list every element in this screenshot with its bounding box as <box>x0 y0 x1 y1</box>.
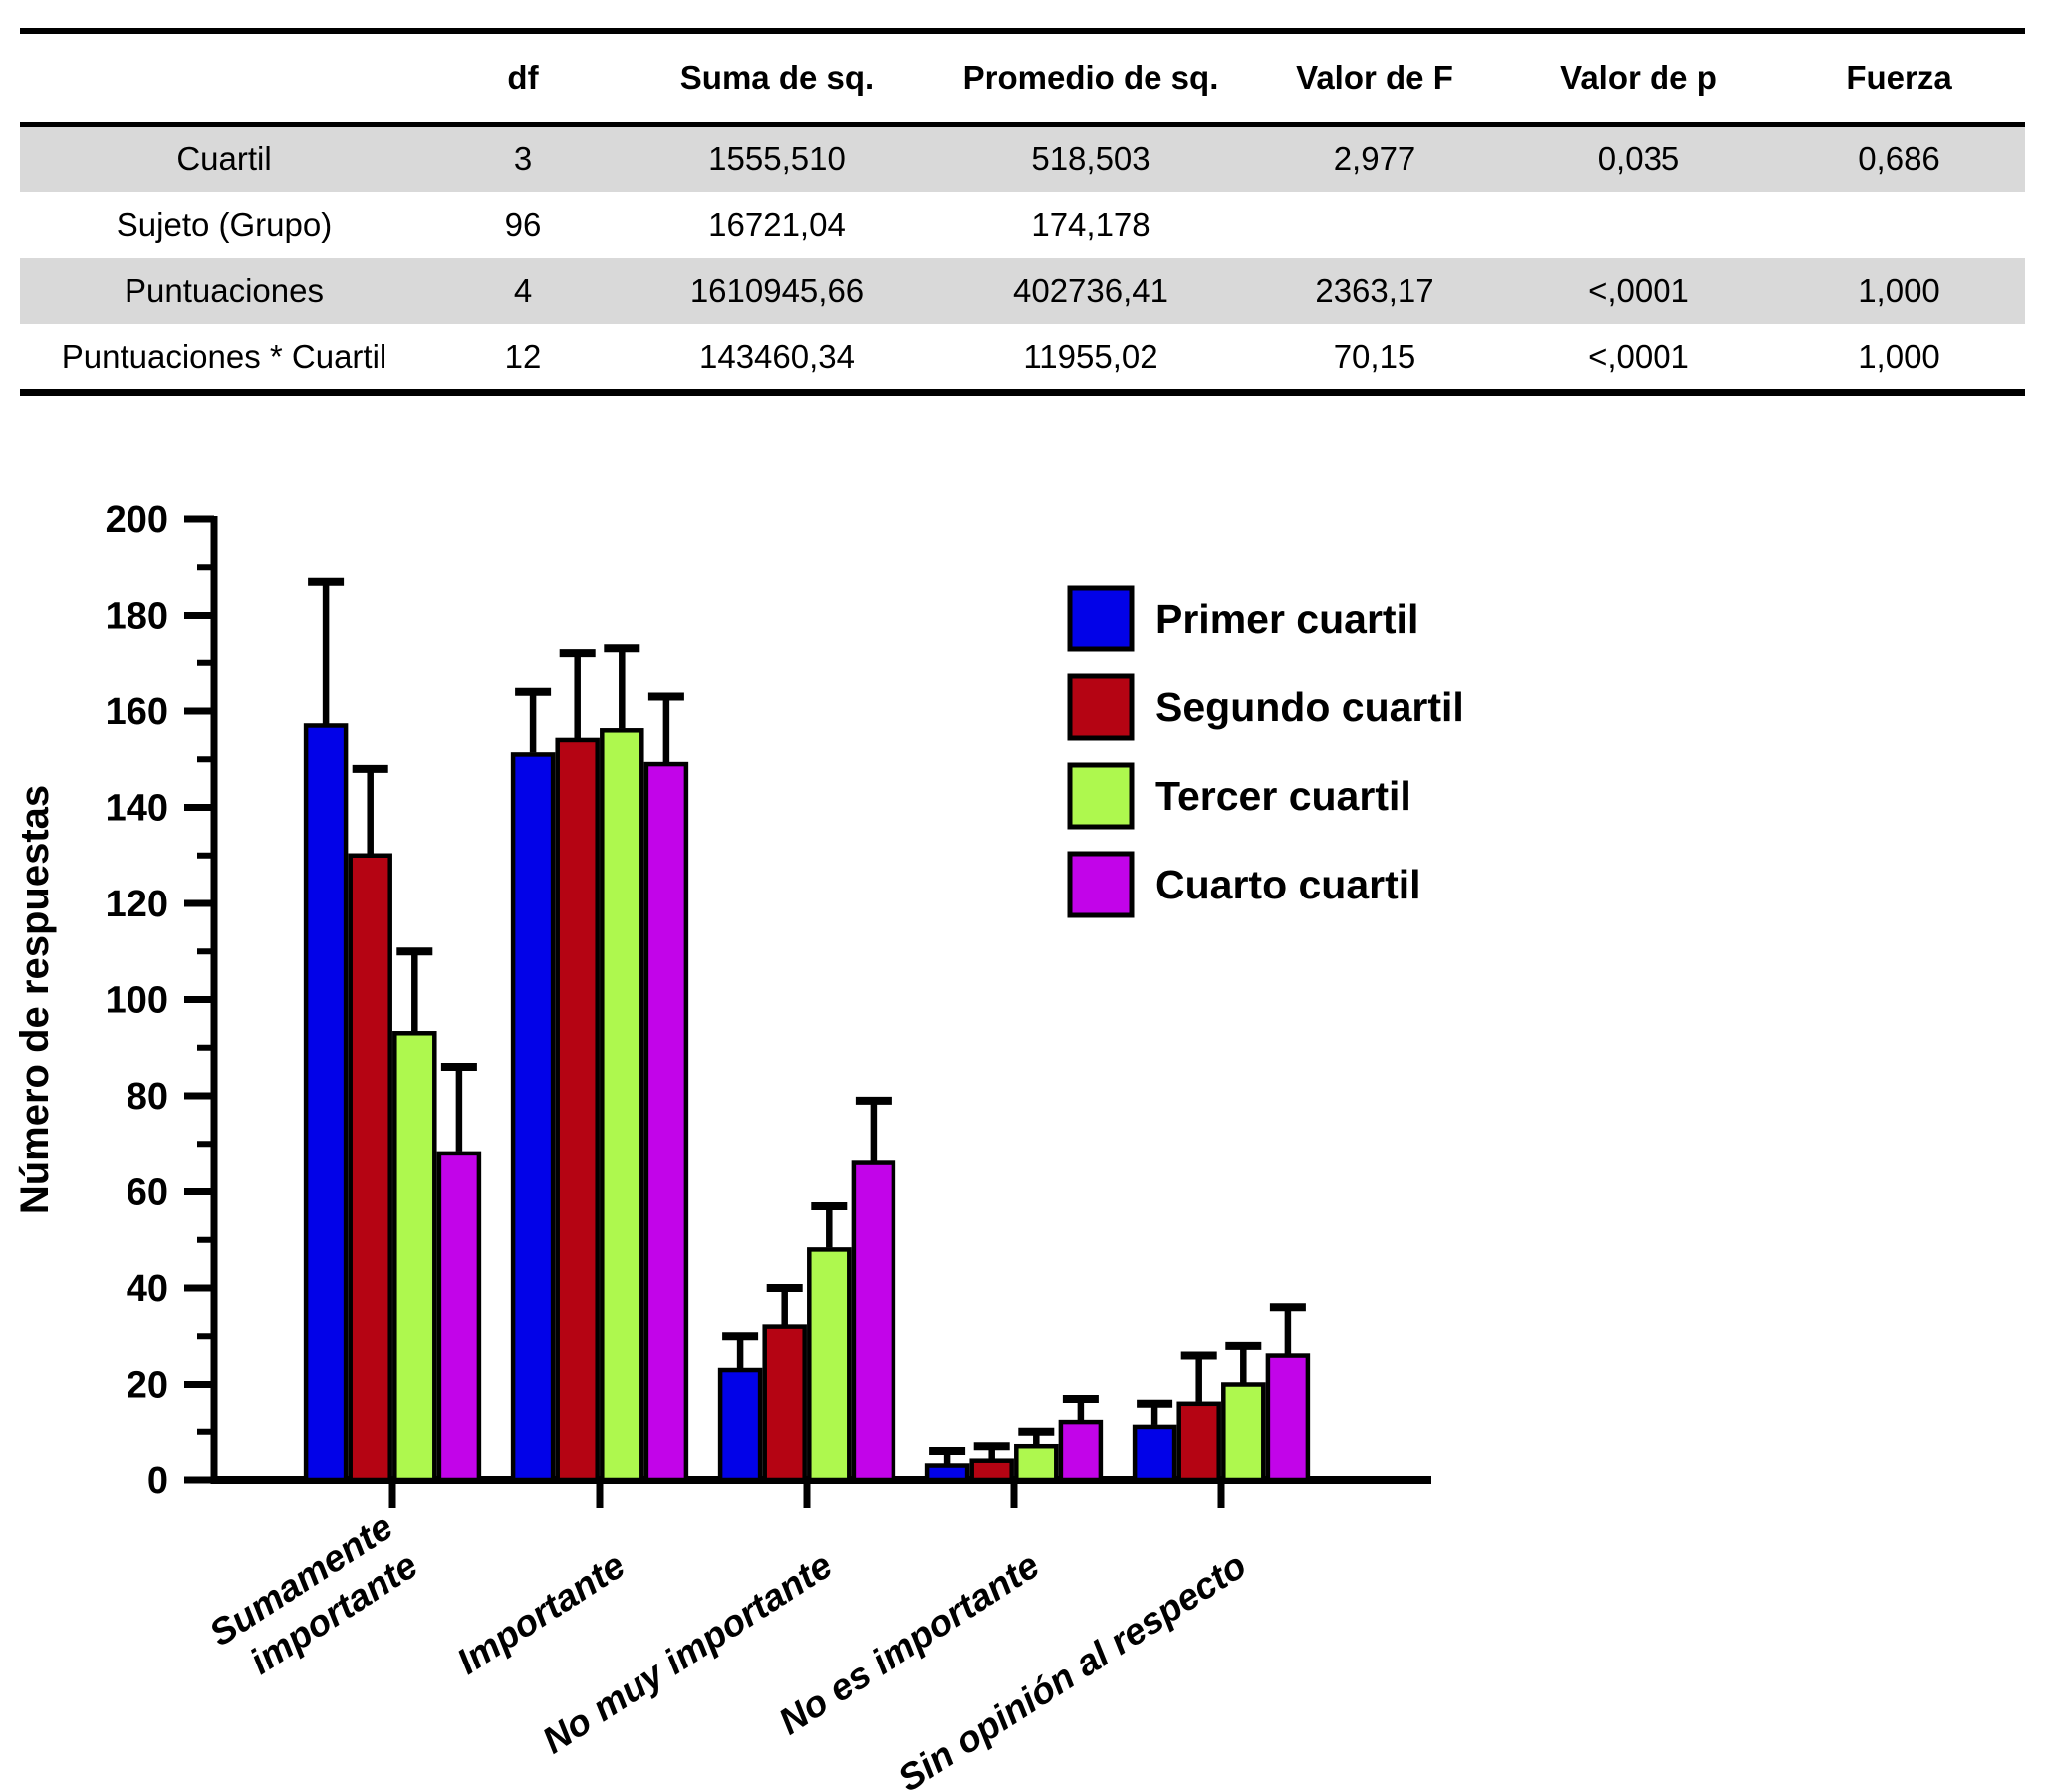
bar <box>1221 1382 1266 1483</box>
table-cell <box>1773 192 2025 258</box>
row-label-column-header <box>20 31 428 127</box>
bar <box>600 728 644 1483</box>
table-cell: 3 <box>428 124 618 192</box>
table-cell: 143460,34 <box>699 338 855 375</box>
table-cell: 0,035 <box>1504 124 1773 192</box>
table-cell: 1,000 <box>1773 258 2025 324</box>
table-cell: 518,503 <box>936 124 1245 192</box>
table-cell: 1,000 <box>1858 338 1940 375</box>
table-cell: 1610945,66 <box>618 258 936 324</box>
bar <box>643 761 689 1483</box>
x-tick-label: Sin opinión al respecto <box>892 1544 1254 1792</box>
grouped-bar-chart: 0 20 40 60 80 100 120 140 160 180 200 Número de res… <box>13 499 1464 1792</box>
table-row: Puntuaciones * Cuartil 12 143460,34 11955,0… <box>20 324 2025 393</box>
table-cell: 96 <box>504 206 542 243</box>
col-header: Valor de F <box>1245 31 1504 127</box>
table-cell: 0,686 <box>1773 124 2025 192</box>
anova-table: df Suma de sq. Promedio de sq. Valor de F Va… <box>20 28 2025 396</box>
table-cell: 11955,02 <box>1023 338 1158 375</box>
table-cell: 2363,17 <box>1245 258 1504 324</box>
row-label: Puntuaciones <box>20 258 428 324</box>
bar <box>717 1367 763 1483</box>
legend-label: Cuarto cuartil <box>1155 862 1421 907</box>
y-tick-label: 200 <box>106 499 168 541</box>
legend-label: Segundo cuartil <box>1155 684 1464 730</box>
col-header: df <box>428 31 618 127</box>
legend-swatch <box>1067 851 1135 918</box>
table-cell: 4 <box>428 258 618 324</box>
legend-swatch <box>1067 762 1135 830</box>
y-tick-label: 20 <box>127 1365 168 1407</box>
y-tick-label: 60 <box>127 1172 168 1214</box>
table-cell <box>1245 192 1504 258</box>
y-tick-label: 40 <box>127 1268 168 1310</box>
table-cell: 1555,510 <box>618 124 936 192</box>
table-cell: <,0001 <box>1588 338 1689 375</box>
col-header: Suma de sq. <box>618 31 936 127</box>
table-cell: 12 <box>504 338 542 375</box>
bar <box>851 1160 896 1483</box>
y-tick-label: 180 <box>106 596 168 638</box>
bar <box>348 853 392 1483</box>
row-label: Sujeto (Grupo) <box>116 206 333 243</box>
bar <box>1176 1401 1221 1483</box>
x-tick-label: Importante <box>450 1544 633 1682</box>
table-cell: 16721,04 <box>708 206 846 243</box>
table-cell: 174,178 <box>1031 206 1150 243</box>
legend-label: Primer cuartil <box>1155 596 1418 641</box>
row-label: Cuartil <box>20 124 428 192</box>
bar <box>1132 1424 1177 1483</box>
anova-table-header: df Suma de sq. Promedio de sq. Valor de F Va… <box>20 31 2025 127</box>
legend-swatch <box>1067 673 1135 741</box>
header-row: df Suma de sq. Promedio de sq. Valor de F Va… <box>20 31 2025 127</box>
bar <box>436 1151 482 1483</box>
table-cell: 2,977 <box>1245 124 1504 192</box>
y-tick-label: 0 <box>147 1460 168 1502</box>
bar <box>762 1324 807 1483</box>
anova-table-container: df Suma de sq. Promedio de sq. Valor de F Va… <box>20 28 2025 396</box>
bar <box>510 752 556 1483</box>
bar <box>924 1463 970 1483</box>
y-tick-label: 100 <box>106 980 168 1022</box>
table-cell <box>1504 192 1773 258</box>
y-tick-label: 160 <box>106 691 168 733</box>
bar <box>969 1458 1014 1483</box>
y-tick-label: 80 <box>127 1076 168 1118</box>
table-cell: 402736,41 <box>936 258 1245 324</box>
bar <box>303 723 349 1483</box>
y-tick-label: 140 <box>106 788 168 830</box>
col-header: Fuerza <box>1773 31 2025 127</box>
bar <box>1265 1353 1311 1483</box>
bar <box>555 737 600 1483</box>
col-header: Valor de p <box>1504 31 1773 127</box>
y-axis-title: Número de respuestas <box>13 785 57 1214</box>
table-row: Puntuaciones 4 1610945,66 402736,41 2363,17 <… <box>20 258 2025 324</box>
y-tick-label: 120 <box>106 884 168 925</box>
table-row: Cuartil 3 1555,510 518,503 2,977 0,035 0,686 <box>20 124 2025 192</box>
x-tick-label: Sumamenteimportante <box>202 1506 424 1692</box>
bar <box>1058 1419 1104 1483</box>
bar <box>392 1031 437 1483</box>
bar <box>807 1247 852 1483</box>
legend-label: Tercer cuartil <box>1155 773 1411 819</box>
bar <box>1014 1443 1059 1483</box>
col-header: Promedio de sq. <box>936 31 1245 127</box>
anova-table-body: Cuartil 3 1555,510 518,503 2,977 0,035 0,686 Su… <box>20 124 2025 393</box>
table-row: Sujeto (Grupo) 96 16721,04 174,178 <box>20 192 2025 258</box>
table-cell: <,0001 <box>1504 258 1773 324</box>
row-label: Puntuaciones * Cuartil <box>61 338 387 375</box>
table-cell: 70,15 <box>1333 338 1416 375</box>
legend-swatch <box>1067 585 1135 652</box>
